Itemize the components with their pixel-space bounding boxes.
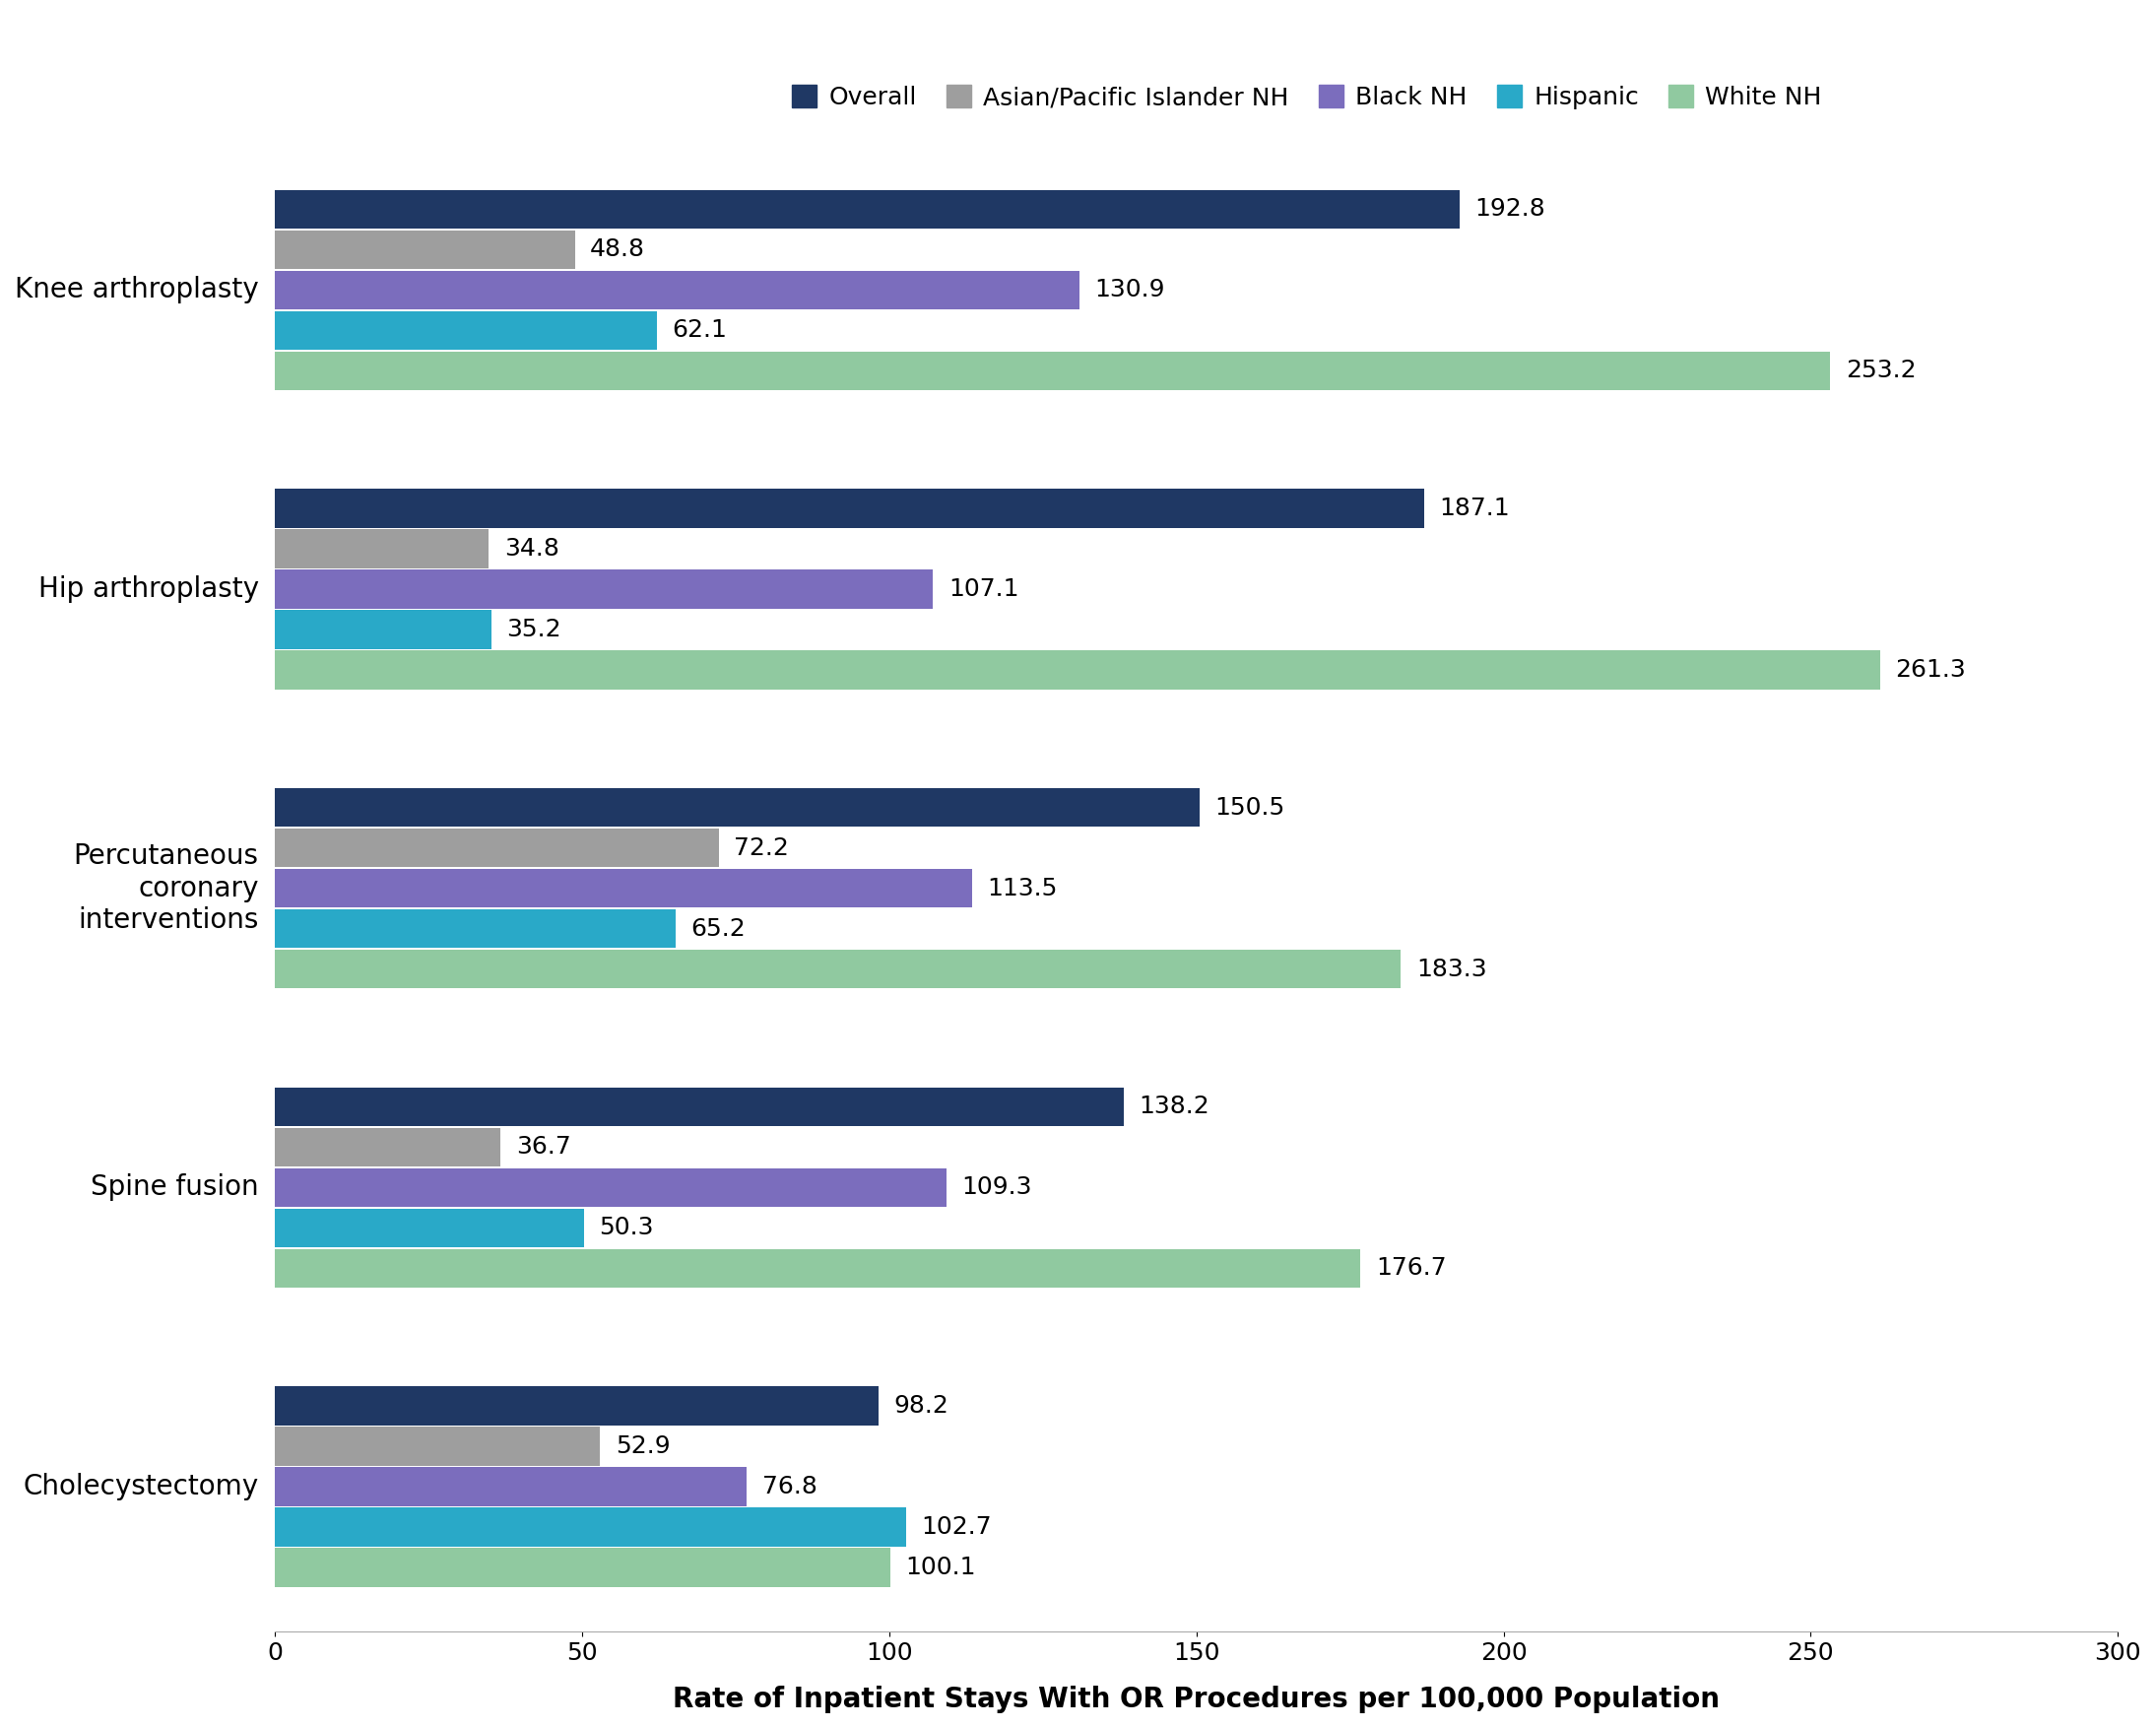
Bar — [276, 828, 718, 867]
Text: 62.1: 62.1 — [673, 318, 727, 342]
Bar — [276, 1509, 906, 1547]
Bar — [276, 230, 576, 270]
Bar — [276, 950, 1401, 988]
Text: 187.1: 187.1 — [1440, 496, 1509, 520]
Bar — [276, 190, 1460, 228]
Text: 65.2: 65.2 — [690, 918, 746, 940]
Bar — [276, 909, 675, 949]
Text: 76.8: 76.8 — [763, 1476, 817, 1498]
Bar — [276, 1087, 1123, 1127]
Legend: Overall, Asian/Pacific Islander NH, Black NH, Hispanic, White NH: Overall, Asian/Pacific Islander NH, Blac… — [783, 76, 1833, 119]
Text: 150.5: 150.5 — [1214, 795, 1285, 819]
Text: 192.8: 192.8 — [1475, 197, 1546, 221]
Text: 72.2: 72.2 — [733, 836, 789, 861]
Text: 253.2: 253.2 — [1846, 359, 1917, 382]
Bar — [276, 351, 1830, 391]
Text: 34.8: 34.8 — [505, 537, 558, 560]
Text: 113.5: 113.5 — [987, 876, 1059, 900]
Bar — [276, 271, 1080, 309]
Text: 35.2: 35.2 — [507, 617, 561, 641]
Bar — [276, 869, 972, 907]
Bar — [276, 529, 489, 569]
Bar — [276, 1168, 946, 1206]
Text: 100.1: 100.1 — [906, 1555, 977, 1579]
Text: 98.2: 98.2 — [893, 1394, 949, 1417]
Bar — [276, 650, 1880, 689]
Bar — [276, 489, 1425, 527]
Text: 52.9: 52.9 — [614, 1434, 671, 1458]
Text: 109.3: 109.3 — [962, 1175, 1033, 1199]
Text: 50.3: 50.3 — [599, 1217, 653, 1239]
Text: 107.1: 107.1 — [949, 577, 1018, 601]
Text: 261.3: 261.3 — [1895, 658, 1966, 683]
Text: 36.7: 36.7 — [515, 1135, 571, 1159]
Bar — [276, 311, 658, 349]
Bar — [276, 1548, 890, 1586]
Bar — [276, 1208, 584, 1248]
Bar — [276, 1386, 877, 1426]
Text: 176.7: 176.7 — [1376, 1256, 1447, 1280]
Text: 130.9: 130.9 — [1095, 278, 1164, 302]
Bar — [276, 788, 1199, 828]
Text: 102.7: 102.7 — [921, 1515, 992, 1540]
Bar — [276, 1427, 599, 1465]
Bar — [276, 610, 492, 650]
Text: 48.8: 48.8 — [591, 238, 645, 261]
Bar — [276, 1467, 746, 1507]
Bar — [276, 1128, 500, 1166]
X-axis label: Rate of Inpatient Stays With OR Procedures per 100,000 Population: Rate of Inpatient Stays With OR Procedur… — [673, 1685, 1720, 1712]
Text: 183.3: 183.3 — [1416, 957, 1488, 982]
Bar — [276, 1249, 1360, 1287]
Text: 138.2: 138.2 — [1138, 1096, 1210, 1118]
Bar — [276, 570, 934, 608]
